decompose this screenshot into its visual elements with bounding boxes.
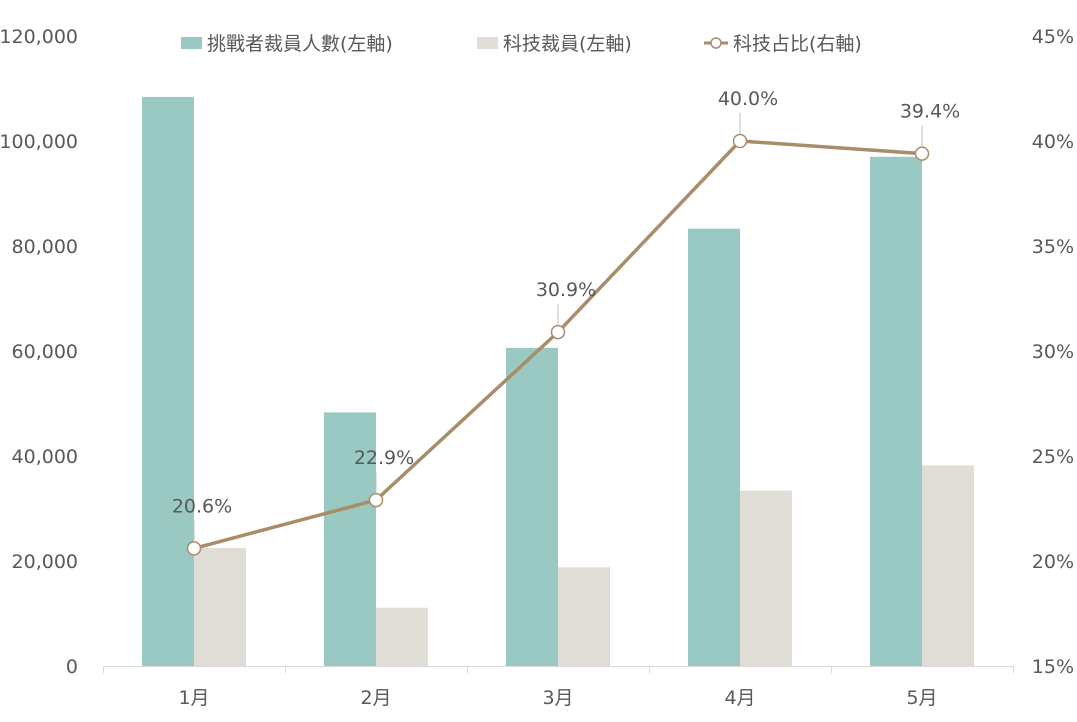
line-marker <box>550 324 566 340</box>
legend-item: 挑戰者裁員人數(左軸) <box>181 33 393 55</box>
bar-tech-layoffs <box>558 567 610 666</box>
line-marker <box>914 146 930 161</box>
bar-tech-layoffs <box>922 465 974 666</box>
legend-label: 科技裁員(左軸) <box>503 33 632 55</box>
y-left-tick-label: 100,000 <box>0 131 78 153</box>
x-tick-label: 3月 <box>542 687 573 709</box>
x-tick-label: 2月 <box>360 687 391 709</box>
data-label: 22.9% <box>354 447 414 469</box>
y-right-tick-label: 45% <box>1032 26 1074 48</box>
y-right-tick-label: 30% <box>1032 341 1074 363</box>
y-right-tick-label: 20% <box>1032 551 1074 573</box>
y-right-tick-label: 15% <box>1032 656 1074 678</box>
legend-swatch <box>181 37 202 49</box>
y-left-tick-label: 20,000 <box>12 551 78 573</box>
y-left-tick-label: 80,000 <box>12 236 78 258</box>
bar-total-layoffs <box>506 347 558 666</box>
y-left-tick-label: 60,000 <box>12 341 78 363</box>
legend-item: 科技占比(右軸) <box>704 33 862 55</box>
x-tick-label: 5月 <box>906 687 937 709</box>
data-label: 20.6% <box>172 495 232 517</box>
y-left-tick-label: 120,000 <box>0 26 78 48</box>
bar-total-layoffs <box>142 96 194 666</box>
bar-total-layoffs <box>324 412 376 666</box>
y-left-tick-label: 0 <box>66 656 78 678</box>
y-right-tick-label: 35% <box>1032 236 1074 258</box>
data-labels-layer: 20.6% 22.9% 30.9% 40.0% 39.4% <box>172 88 960 542</box>
x-tick-label: 4月 <box>724 687 755 709</box>
line-marker <box>368 492 384 508</box>
legend-marker-swatch <box>710 37 722 49</box>
legend-item: 科技裁員(左軸) <box>477 33 632 55</box>
data-label: 30.9% <box>536 279 596 301</box>
data-label: 40.0% <box>718 88 778 110</box>
bars-layer <box>142 96 974 667</box>
bar-total-layoffs <box>870 156 922 666</box>
legend-swatch <box>477 37 498 49</box>
y-left-tick-label: 40,000 <box>12 446 78 468</box>
bar-total-layoffs <box>688 228 740 667</box>
line-layer <box>186 133 930 556</box>
bar-tech-layoffs <box>194 547 246 666</box>
x-tick-label: 1月 <box>178 687 209 709</box>
legend: 挑戰者裁員人數(左軸) 科技裁員(左軸) 科技占比(右軸) <box>181 33 862 55</box>
axes-layer: 0 20,000 40,000 60,000 80,000 100,000 120,000 1… <box>0 26 1074 709</box>
bar-tech-layoffs <box>740 490 792 666</box>
y-right-tick-label: 25% <box>1032 446 1074 468</box>
legend-label: 挑戰者裁員人數(左軸) <box>207 33 393 55</box>
line-marker <box>732 133 748 149</box>
data-label: 39.4% <box>900 101 960 123</box>
y-right-tick-label: 40% <box>1032 131 1074 153</box>
line-marker <box>186 541 202 556</box>
bar-tech-layoffs <box>376 607 428 666</box>
legend-label: 科技占比(右軸) <box>733 33 862 55</box>
